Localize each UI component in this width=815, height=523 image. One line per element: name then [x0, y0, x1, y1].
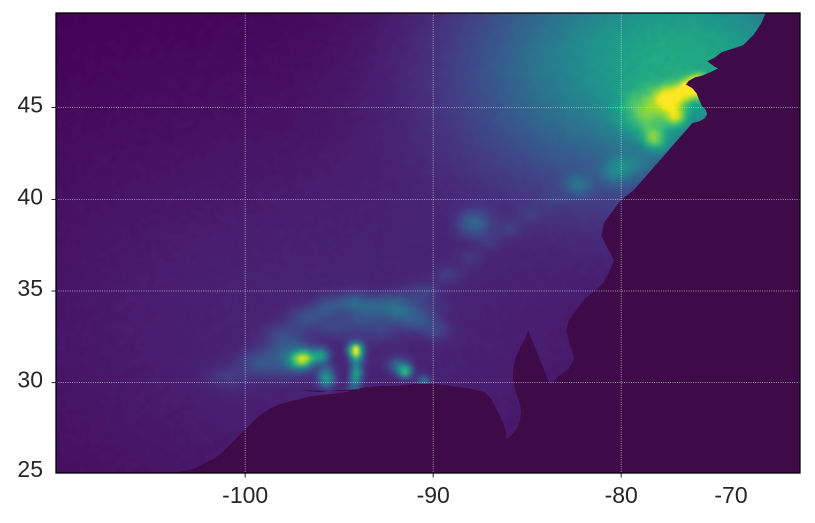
svg-text:35: 35: [17, 275, 43, 301]
svg-text:-100: -100: [222, 482, 268, 508]
svg-text:-90: -90: [417, 482, 450, 508]
svg-text:-80: -80: [605, 482, 638, 508]
svg-text:30: 30: [17, 367, 43, 393]
svg-text:25: 25: [17, 456, 43, 482]
svg-text:40: 40: [17, 184, 43, 210]
svg-text:45: 45: [17, 92, 43, 118]
svg-text:-70: -70: [714, 482, 747, 508]
